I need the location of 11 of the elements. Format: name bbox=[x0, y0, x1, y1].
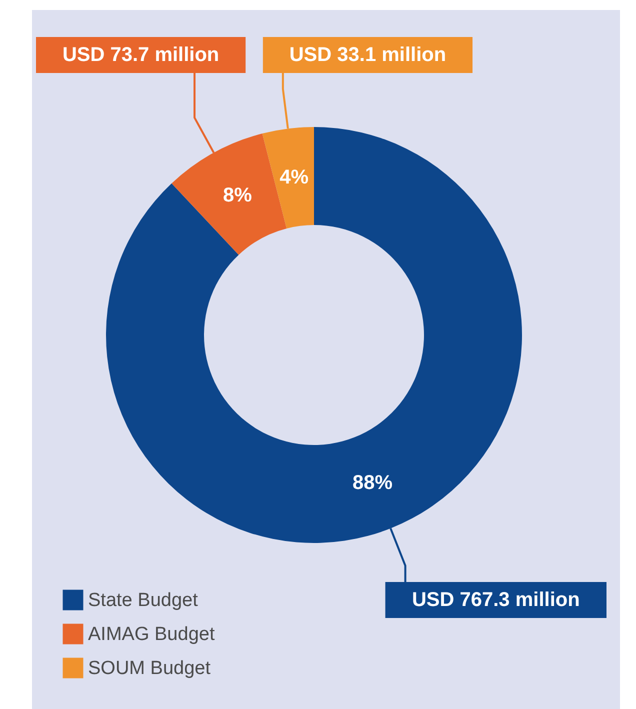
text: USD 767.3 million bbox=[412, 589, 580, 611]
data-label: 8% bbox=[222, 184, 252, 207]
data-label: 88% bbox=[352, 472, 393, 494]
legend-label: AIMAG Budget bbox=[88, 624, 216, 645]
text: USD 73.7 million bbox=[62, 44, 220, 66]
donut-slice bbox=[262, 127, 314, 228]
data-label: 4% bbox=[280, 166, 309, 188]
donut-slice bbox=[106, 127, 522, 543]
text: USD 33.1 million bbox=[289, 44, 446, 66]
legend-label: State Budget bbox=[88, 590, 199, 611]
legend-label: SOUM Budget bbox=[88, 658, 212, 679]
